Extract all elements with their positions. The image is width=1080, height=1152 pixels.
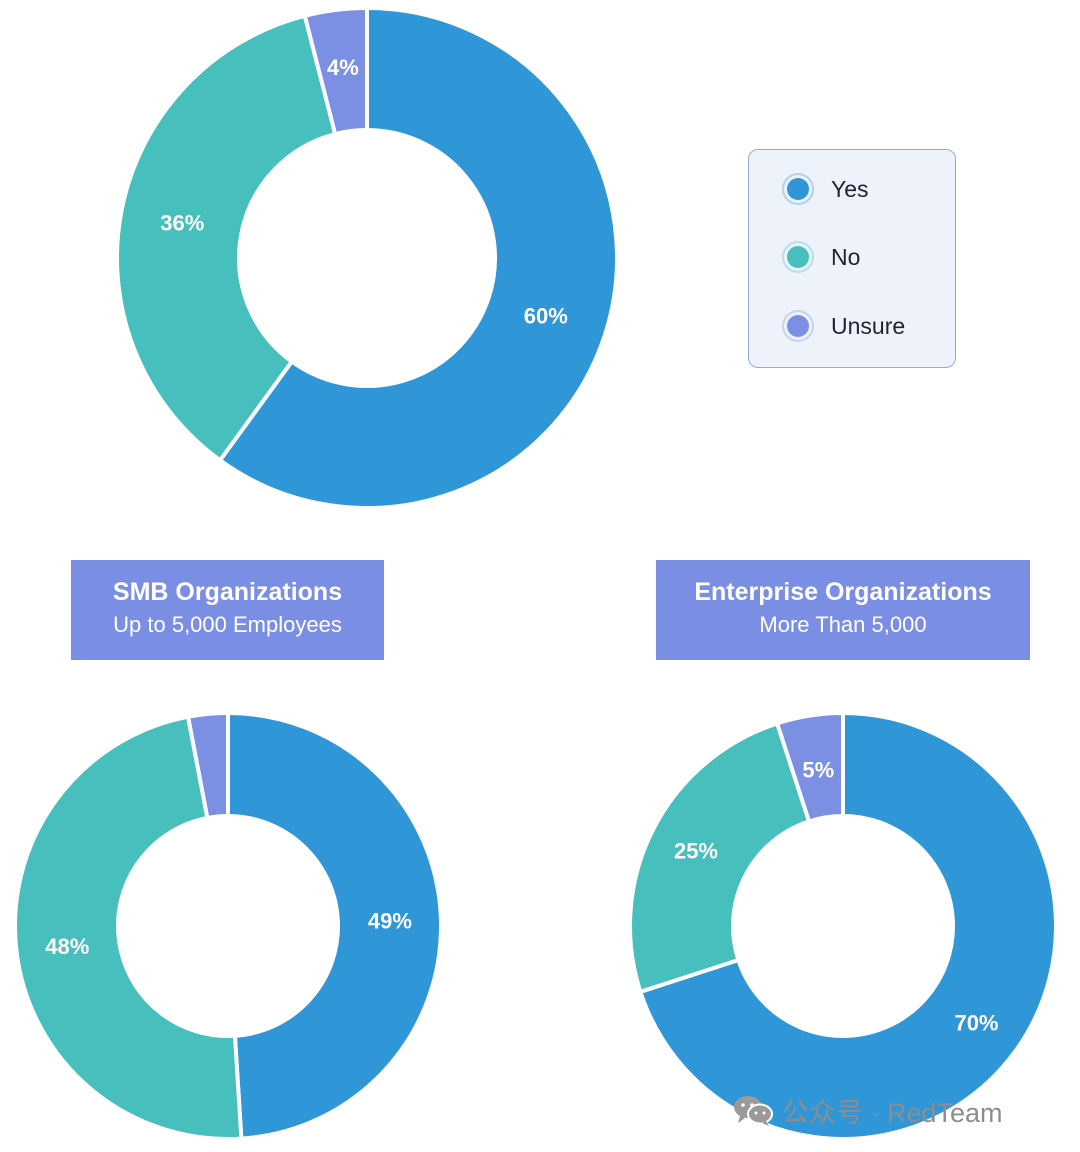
slice-label-yes: 70% — [954, 1010, 998, 1035]
legend-swatch-yes — [787, 178, 809, 200]
slice-label-yes: 49% — [368, 908, 412, 933]
enterprise-header: Enterprise Organizations More Than 5,000 — [656, 560, 1030, 660]
legend-item-unsure: Unsure — [787, 311, 905, 341]
legend-label-unsure: Unsure — [831, 312, 906, 339]
slice-unsure — [775, 711, 845, 824]
donut-chart-2: 49% 48% — [13, 711, 443, 1141]
slice-label-yes: 60% — [524, 304, 568, 329]
watermark: 公众号 · RedTeam — [732, 1087, 1003, 1133]
slice-yes — [638, 711, 1058, 1141]
slice-no — [13, 714, 244, 1141]
enterprise-title: Enterprise Organizations — [694, 578, 992, 606]
legend-item-no: No — [787, 242, 860, 272]
legend-label-yes: Yes — [831, 175, 869, 202]
legend-swatch-no — [787, 246, 809, 268]
slice-unsure — [186, 711, 230, 820]
wechat-icon — [734, 1096, 773, 1126]
slice-label-no: 25% — [674, 839, 718, 864]
slice-no — [115, 13, 338, 463]
slice-yes — [226, 711, 443, 1141]
donut-chart-1: 60% 36% 4% — [115, 6, 619, 510]
slice-label-unsure: 4% — [327, 55, 359, 80]
slice-yes — [218, 6, 619, 510]
smb-subtitle: Up to 5,000 Employees — [113, 612, 342, 637]
smb-header: SMB Organizations Up to 5,000 Employees — [71, 560, 384, 660]
slice-label-no: 36% — [160, 210, 204, 235]
chart-legend: Yes No Unsure — [748, 149, 956, 368]
enterprise-subtitle: More Than 5,000 — [759, 612, 927, 637]
slice-label-no: 48% — [45, 934, 89, 959]
slice-unsure — [302, 6, 369, 137]
legend-label-no: No — [831, 243, 861, 270]
slice-label-unsure: 5% — [802, 757, 834, 782]
legend-item-yes: Yes — [787, 174, 869, 204]
watermark-text: 公众号 · RedTeam — [782, 1097, 1003, 1128]
smb-title: SMB Organizations — [112, 578, 343, 606]
legend-swatch-unsure — [787, 315, 809, 337]
donut-chart-3: 70% 25% 5% — [628, 711, 1058, 1141]
slice-no — [628, 721, 812, 994]
